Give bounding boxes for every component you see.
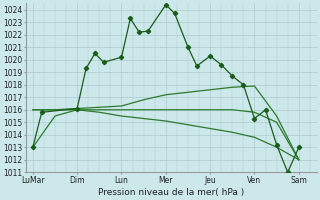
- X-axis label: Pression niveau de la mer( hPa ): Pression niveau de la mer( hPa ): [98, 188, 244, 197]
